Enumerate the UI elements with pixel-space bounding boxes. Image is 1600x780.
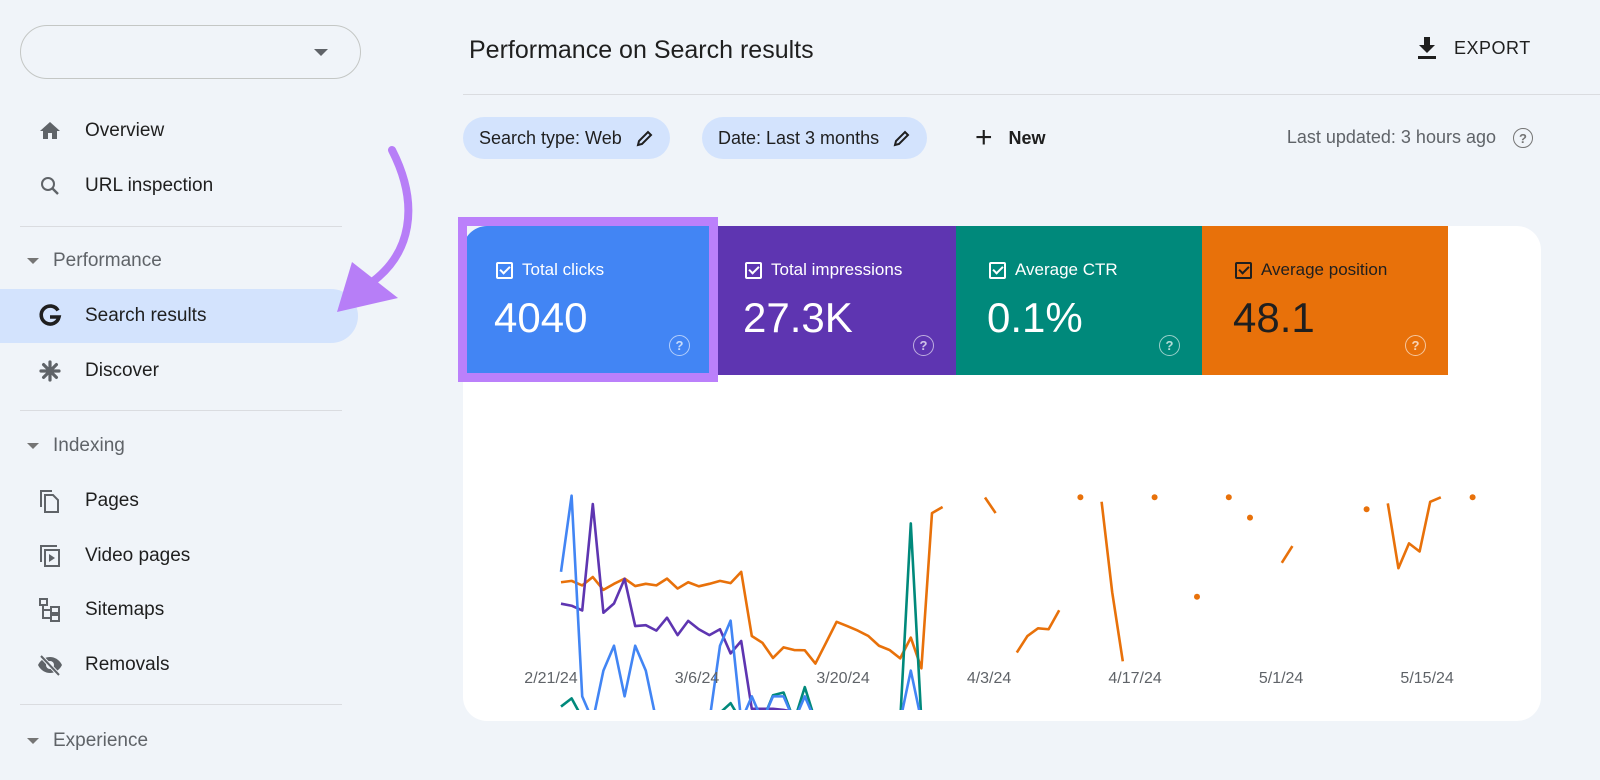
metric-tile-total-impressions[interactable]: Total impressions 27.3K ? <box>712 226 956 375</box>
metric-label: Average CTR <box>1015 260 1118 279</box>
sidebar-item-video-pages[interactable]: Video pages <box>0 529 358 583</box>
series-line-average-position <box>1386 496 1442 570</box>
x-tick-label: 4/3/24 <box>967 670 1012 687</box>
search-icon <box>36 172 64 200</box>
pages-icon <box>36 487 64 515</box>
checkbox-checked-icon[interactable] <box>496 261 513 279</box>
sidebar-item-search-results[interactable]: Search results <box>0 289 358 343</box>
chip-label: Date: Last 3 months <box>718 127 880 148</box>
performance-card: Total clicks 4040 ? Total impressions 27… <box>463 226 1541 721</box>
filter-chip-search-type[interactable]: Search type: Web <box>463 117 670 159</box>
series-line-total-clicks <box>559 494 921 710</box>
metric-tile-average-position[interactable]: Average position 48.1 ? <box>1202 226 1448 375</box>
property-selector[interactable] <box>20 25 361 79</box>
sidebar-item-discover[interactable]: Discover <box>0 344 358 398</box>
help-icon[interactable]: ? <box>669 335 690 356</box>
header-divider <box>463 94 1600 95</box>
collapse-caret-icon <box>27 738 39 744</box>
section-header-indexing[interactable]: Indexing <box>0 428 125 464</box>
sidebar-item-label: Removals <box>85 654 170 675</box>
section-label: Experience <box>53 730 149 751</box>
collapse-caret-icon <box>27 443 39 449</box>
series-line-total-impressions <box>560 502 791 710</box>
sidebar-item-label: Discover <box>85 360 159 381</box>
export-label: EXPORT <box>1454 37 1531 58</box>
metric-tile-average-ctr[interactable]: Average CTR 0.1% ? <box>956 226 1202 375</box>
metric-tile-total-clicks[interactable]: Total clicks 4040 ? <box>463 226 712 375</box>
home-icon <box>36 117 64 145</box>
series-line-average-position <box>560 505 944 670</box>
x-tick-label: 2/21/24 <box>524 670 577 687</box>
series-line-average-position <box>983 496 997 514</box>
sidebar-item-pages[interactable]: Pages <box>0 474 358 528</box>
x-tick-label: 3/6/24 <box>675 670 720 687</box>
section-label: Indexing <box>53 435 125 456</box>
section-label: Performance <box>53 250 162 271</box>
sidebar-item-label: Sitemaps <box>85 599 165 620</box>
series-point-average-position <box>1363 506 1370 513</box>
metric-value: 48.1 <box>1233 294 1315 341</box>
series-point-average-position <box>1194 593 1200 600</box>
edit-pencil-icon <box>893 130 910 147</box>
x-tick-label: 4/17/24 <box>1108 670 1161 687</box>
google-g-icon <box>36 302 64 330</box>
sidebar-item-removals[interactable]: Removals <box>0 638 358 692</box>
sidebar-item-label: Search results <box>85 305 207 326</box>
last-updated: Last updated: 3 hours ago <box>1286 127 1496 147</box>
x-tick-label: 5/1/24 <box>1259 670 1304 687</box>
metric-label: Average position <box>1261 260 1388 279</box>
metric-value: 0.1% <box>987 294 1083 341</box>
help-icon[interactable]: ? <box>1159 335 1180 356</box>
x-tick-label: 3/20/24 <box>816 670 869 687</box>
series-point-average-position <box>1077 494 1084 501</box>
plus-icon: + <box>975 121 993 154</box>
series-line-average-position <box>1015 609 1061 654</box>
new-filter-button[interactable]: + New <box>975 117 1046 159</box>
sidebar-divider <box>20 410 342 411</box>
chip-label: Search type: Web <box>479 127 622 148</box>
series-line-average-position <box>1100 501 1125 662</box>
checkbox-checked-icon[interactable] <box>989 261 1006 279</box>
metric-label: Total impressions <box>771 260 903 279</box>
section-header-experience[interactable]: Experience <box>0 723 148 759</box>
dropdown-caret-icon <box>314 49 328 56</box>
checkbox-checked-icon[interactable] <box>745 261 762 279</box>
filter-chip-date[interactable]: Date: Last 3 months <box>702 117 928 159</box>
checkbox-checked-icon[interactable] <box>1235 261 1252 279</box>
sidebar-item-overview[interactable]: Overview <box>0 104 358 158</box>
x-tick-label: 5/15/24 <box>1400 670 1453 687</box>
series-point-average-position <box>1469 494 1476 501</box>
sidebar-item-label: Video pages <box>85 545 191 566</box>
performance-line-chart: 2/21/24 3/6/24 3/20/24 4/3/24 4/17/24 5/1/24 5… <box>524 494 1476 710</box>
sidebar-divider <box>20 704 342 705</box>
metric-value: 4040 <box>494 294 588 341</box>
help-icon[interactable]: ? <box>1405 335 1426 356</box>
export-button[interactable]: EXPORT <box>1416 36 1531 60</box>
help-icon[interactable]: ? <box>1513 128 1533 148</box>
section-header-performance[interactable]: Performance <box>0 243 162 279</box>
page-title: Performance on Search results <box>469 36 814 64</box>
new-label: New <box>1008 127 1046 148</box>
sitemap-icon <box>36 596 64 624</box>
series-line-average-position <box>1280 545 1294 564</box>
edit-pencil-icon <box>636 130 653 147</box>
series-point-average-position <box>1247 514 1253 521</box>
video-pages-icon <box>36 542 64 570</box>
sidebar-item-label: Pages <box>85 490 139 511</box>
download-icon <box>1418 37 1436 59</box>
asterisk-icon <box>36 357 64 385</box>
sidebar-item-label: Overview <box>85 120 165 141</box>
metric-label: Total clicks <box>522 260 605 279</box>
sidebar-item-sitemaps[interactable]: Sitemaps <box>0 583 358 637</box>
collapse-caret-icon <box>27 258 39 264</box>
sidebar-item-label: URL inspection <box>85 175 214 196</box>
help-icon[interactable]: ? <box>913 335 934 356</box>
sidebar-item-url-inspection[interactable]: URL inspection <box>0 159 358 213</box>
eye-off-icon <box>36 651 64 679</box>
sidebar-divider <box>20 226 342 227</box>
series-point-average-position <box>1225 494 1232 501</box>
series-point-average-position <box>1151 494 1158 501</box>
metric-value: 27.3K <box>743 294 853 341</box>
